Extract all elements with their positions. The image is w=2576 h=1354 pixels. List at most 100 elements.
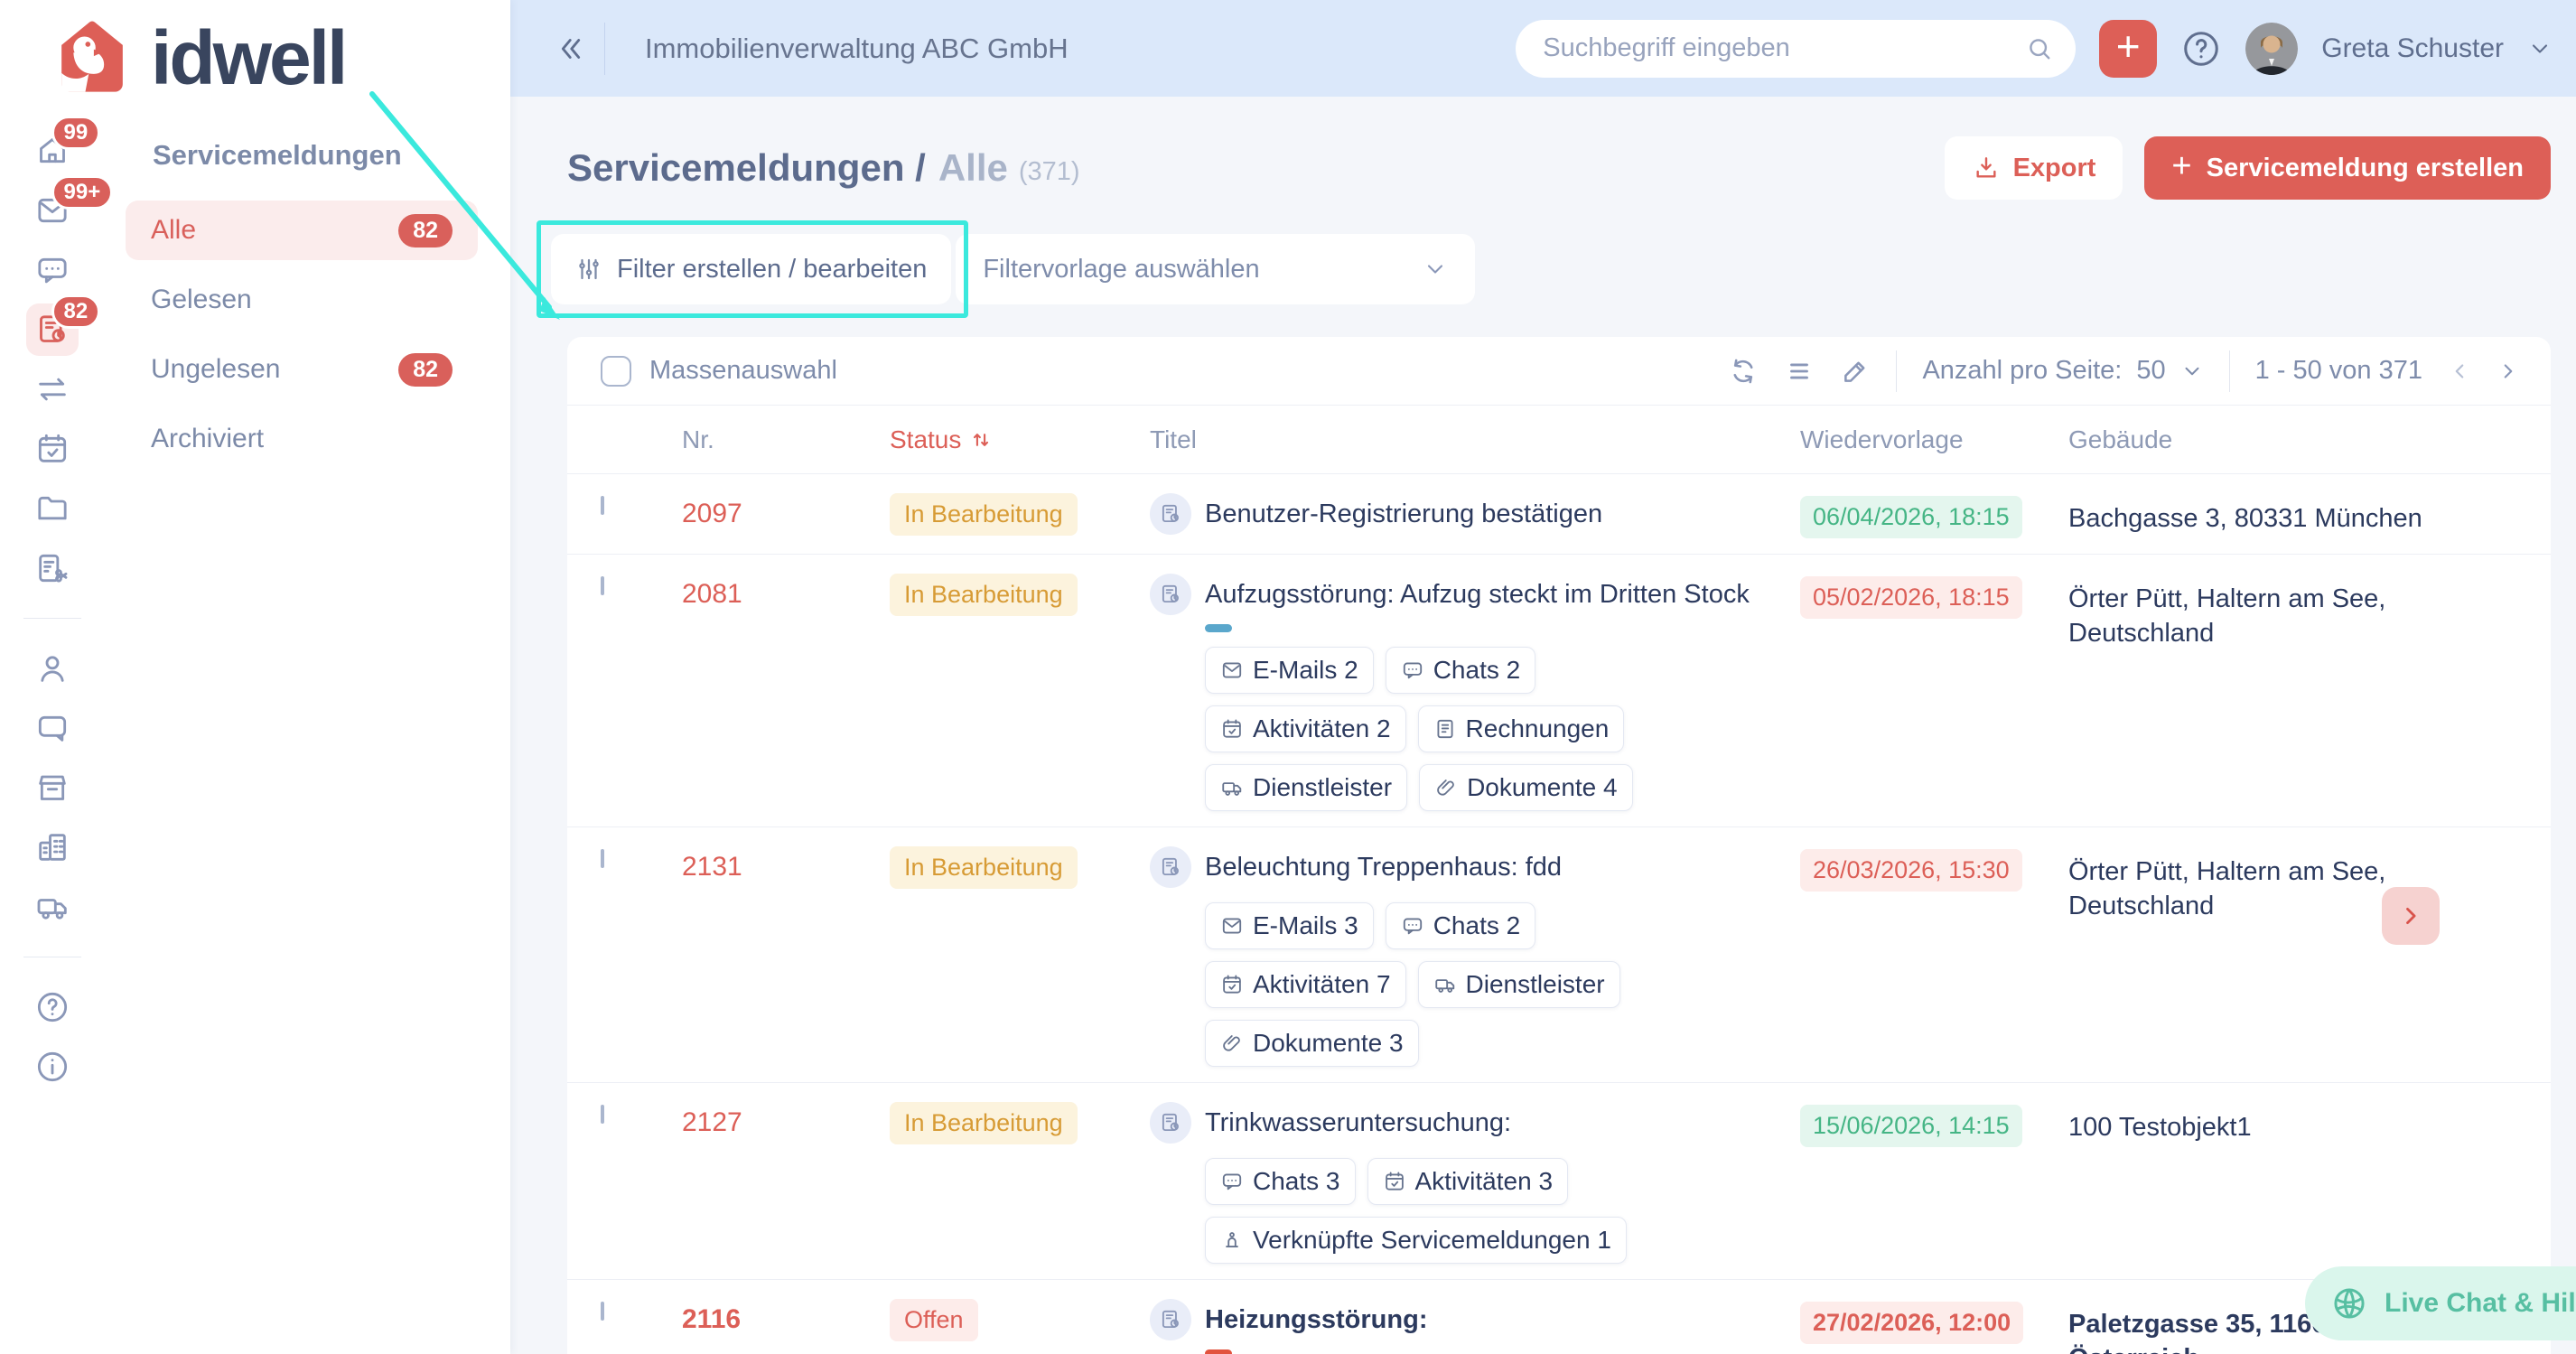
list-density-icon[interactable] (1784, 356, 1815, 387)
content: Servicemeldungen / Alle (371) Export + S… (510, 97, 2576, 1354)
sidebar-item-ungelesen[interactable]: Ungelesen 82 (126, 340, 478, 399)
rail-item-mail-icon[interactable]: 99+ (26, 175, 114, 237)
row-checkbox-cell (567, 1299, 682, 1321)
chip-activity[interactable]: Aktivitäten 3 (1367, 1158, 1569, 1205)
per-page-select[interactable]: Anzahl pro Seite: 50 (1922, 356, 2203, 386)
table-row[interactable]: 2081 In Bearbeitung Aufzugsstörung: Aufzug… (567, 554, 2551, 826)
chip-chat[interactable]: Chats 2 (1385, 902, 1536, 949)
chip-invoice[interactable]: Rechnungen (1417, 705, 1625, 752)
activity-icon (1220, 717, 1244, 741)
due-date-badge: 27/02/2026, 12:00 (1800, 1302, 2024, 1344)
edit-pencil-icon[interactable] (1840, 356, 1871, 387)
quick-add-button[interactable]: + (2099, 19, 2158, 78)
page-header: Servicemeldungen / Alle (371) Export + S… (567, 136, 2551, 200)
chip-linked[interactable]: Verknüpfte Servicemeldungen 1 (1205, 1217, 1627, 1264)
row-due-cell: 27/02/2026, 12:00 (1775, 1299, 2068, 1344)
due-date-badge: 06/04/2026, 18:15 (1800, 496, 2022, 538)
sidebar-item-gelesen[interactable]: Gelesen (126, 270, 478, 330)
bulk-select-checkbox[interactable] (601, 355, 631, 387)
filter-create-edit-button[interactable]: Filter erstellen / bearbeiten (551, 234, 952, 304)
rail-item-storefront-icon[interactable] (26, 761, 79, 814)
chip-activity[interactable]: Aktivitäten 2 (1205, 705, 1406, 752)
rail-item-home-icon[interactable]: 99 (26, 116, 101, 177)
live-chat-button[interactable]: Live Chat & Hilfe (2305, 1266, 2576, 1340)
chip-email[interactable]: E-Mails 2 (1205, 647, 1374, 694)
chip-chat[interactable]: Chats 2 (1385, 647, 1536, 694)
row-title-cell: Beleuchtung Treppenhaus: fdd E-Mails 3 Cha… (1120, 846, 1775, 1067)
rail-item-help-icon[interactable] (26, 981, 79, 1033)
rail-item-transfer-icon[interactable] (26, 363, 79, 416)
row-number: 2127 (682, 1107, 742, 1137)
row-checkbox-cell (567, 1102, 682, 1124)
page-subtitle: Alle (938, 146, 1008, 189)
sidebar: idwell 99 99+ 82 Servicemeldungen Alle 82 Ge… (0, 0, 510, 1354)
download-icon (1976, 157, 1996, 178)
table-row[interactable]: 2116 Offen Heizungsstörung:Aktivitäten 2Di… (567, 1279, 2551, 1354)
rail-item-company-icon[interactable] (26, 821, 79, 873)
help-icon[interactable] (2180, 28, 2222, 70)
rail-item-person-icon[interactable] (26, 642, 79, 695)
row-due-cell: 26/03/2026, 15:30 (1775, 846, 2068, 892)
table-row[interactable]: 2127 In Bearbeitung Trinkwasseruntersuchun… (567, 1082, 2551, 1279)
collapse-sidebar-icon[interactable] (554, 32, 588, 66)
user-menu-chevron-down-icon[interactable] (2527, 36, 2553, 61)
pagination-prev-icon[interactable] (2448, 360, 2471, 383)
chat-icon (1401, 914, 1424, 938)
notification-badge: 99+ (51, 175, 114, 210)
user-avatar[interactable] (2245, 22, 2299, 75)
rail-item-calendar-icon[interactable] (26, 423, 79, 475)
logo[interactable]: idwell (0, 0, 510, 116)
row-checkbox[interactable] (601, 496, 604, 515)
chip-label: E-Mails 3 (1253, 911, 1358, 939)
rail-item-chat-icon[interactable] (26, 244, 79, 296)
filter-sliders-icon (579, 258, 599, 280)
sidebar-body: 99 99+ 82 Servicemeldungen Alle 82 Gelesen Un… (0, 116, 510, 1354)
chip-email[interactable]: E-Mails 3 (1205, 902, 1374, 949)
rail-item-service-request-icon[interactable]: 82 (25, 294, 101, 356)
chip-paperclip[interactable]: Dokumente 4 (1419, 764, 1633, 811)
search-input[interactable] (1543, 33, 2026, 63)
email-icon (1220, 914, 1244, 938)
row-checkbox[interactable] (601, 1105, 604, 1124)
chip-paperclip[interactable]: Dokumente 3 (1205, 1020, 1419, 1067)
chip-chat[interactable]: Chats 3 (1205, 1158, 1356, 1205)
export-button[interactable]: Export (1944, 136, 2123, 200)
row-checkbox[interactable] (601, 1302, 604, 1321)
chip-activity[interactable]: Aktivitäten 7 (1205, 961, 1406, 1008)
row-expand-next-button[interactable] (2382, 887, 2440, 945)
table-row[interactable]: 2097 In Bearbeitung Benutzer-Registrierung… (567, 474, 2551, 554)
main-area: Immobilienverwaltung ABC GmbH + (510, 0, 2576, 1354)
column-header-wiedervorlage[interactable]: Wiedervorlage (1800, 425, 1964, 453)
service-request-type-icon (1150, 493, 1191, 535)
status-badge: In Bearbeitung (890, 493, 1078, 536)
pagination-next-icon[interactable] (2497, 360, 2520, 383)
refresh-icon[interactable] (1728, 356, 1759, 387)
row-due-cell: 15/06/2026, 14:15 (1775, 1102, 2068, 1147)
chip-truck[interactable]: Dienstleister (1417, 961, 1620, 1008)
search-icon[interactable] (2025, 34, 2054, 63)
rail-item-truck-icon[interactable] (26, 881, 79, 933)
filter-template-select[interactable]: Filtervorlage auswählen (956, 234, 1476, 304)
logo-wordmark: idwell (151, 15, 348, 100)
sidebar-item-archiviert[interactable]: Archiviert (126, 409, 478, 469)
result-count: (371) (1018, 156, 1080, 186)
table-row[interactable]: 2131 In Bearbeitung Beleuchtung Treppenhau… (567, 826, 2551, 1082)
rail-item-info-icon[interactable] (26, 1041, 79, 1093)
row-checkbox[interactable] (601, 576, 604, 595)
column-header-titel[interactable]: Titel (1150, 425, 1197, 453)
row-due-cell: 05/02/2026, 18:15 (1775, 574, 2068, 619)
row-checkbox[interactable] (601, 849, 604, 868)
sidebar-item-alle[interactable]: Alle 82 (126, 201, 478, 260)
chip-truck[interactable]: Dienstleister (1205, 764, 1408, 811)
row-title-line: Heizungsstörung: (1150, 1299, 1775, 1340)
rail-item-ticket-icon[interactable] (26, 702, 79, 754)
column-header-nr[interactable]: Nr. (682, 425, 714, 453)
create-service-request-button[interactable]: + Servicemeldung erstellen (2144, 136, 2551, 200)
rail-item-folder-icon[interactable] (26, 482, 79, 535)
column-header-status[interactable]: Status (890, 425, 1120, 454)
user-name[interactable]: Greta Schuster (2321, 33, 2504, 63)
rail-item-document-scissors-icon[interactable] (26, 542, 79, 594)
global-search (1516, 19, 2077, 78)
due-date-badge: 15/06/2026, 14:15 (1800, 1105, 2022, 1147)
column-header-gebaeude[interactable]: Gebäude (2068, 425, 2173, 453)
